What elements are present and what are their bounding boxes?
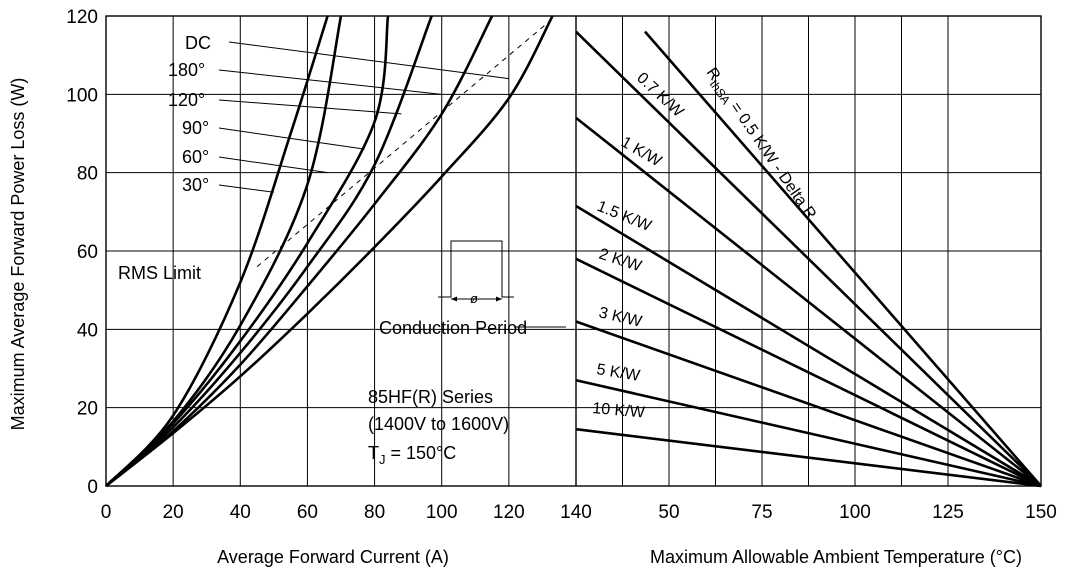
leader-30 [218,184,274,193]
y-tick-label: 60 [77,242,98,263]
left-x-axis-title: Average Forward Current (A) [217,547,449,567]
rth-line-4 [575,257,1042,488]
y-tick-label: 100 [66,85,98,106]
curve-0 [105,15,554,488]
leader-90 [218,127,365,150]
series-label-30: 30° [182,175,209,195]
x-tick-label-right: 100 [839,502,871,523]
rth-line-0-5 [644,30,1042,487]
leader-dc [228,41,509,80]
y-tick-label: 0 [87,477,98,498]
tick-layer: 0 20 40 60 80 100 120 0 20 40 60 80 100 120 140 50 75 100… [66,7,1057,523]
conduction-period-icon: ø [438,240,514,306]
rth-line-3 [575,204,1042,488]
series-label-90: 90° [182,118,209,138]
series-label-dc: DC [185,33,211,53]
grid-layer [105,15,1042,487]
x-tick-label-right: 150 [1025,502,1057,523]
series-layer [105,15,1042,488]
label-1kw: 1 K/W [618,134,665,171]
leader-120 [218,99,402,115]
x-tick-label-left: 40 [230,502,251,523]
junction-temp: TJ = 150°C [368,443,456,467]
series-label-120: 120° [168,90,205,110]
y-tick-label: 20 [77,399,98,420]
leader-60 [218,156,328,174]
x-tick-label-left: 20 [163,502,184,523]
rth-line-6 [575,378,1042,488]
phi-symbol: ø [470,291,478,306]
x-tick-label-left: 140 [560,502,592,523]
x-tick-label-left: 60 [297,502,318,523]
leader-180 [218,69,442,95]
y-tick-label: 120 [66,7,98,28]
series-label-60: 60° [182,147,209,167]
x-tick-label-right: 125 [932,502,964,523]
rthsa-label: RthSA = 0.5 K/W - Delta R [700,65,819,225]
rth-line-1 [575,30,1042,487]
y-tick-label: 80 [77,164,98,185]
curve-2 [105,15,433,487]
x-tick-label-right: 75 [751,502,772,523]
rth-line-7 [575,427,1042,488]
y-axis-title: Maximum Average Forward Power Loss (W) [8,78,28,431]
rth-line-2 [575,116,1042,488]
plot-frame [105,15,1042,487]
series-name: 85HF(R) Series [368,387,493,407]
x-tick-label-right: 50 [658,502,679,523]
label-5kw: 5 K/W [595,361,642,385]
label-10kw: 10 K/W [592,400,647,422]
curve-1 [105,15,494,488]
x-tick-label-left: 120 [493,502,525,523]
x-tick-label-left: 80 [364,502,385,523]
leader-layer [218,41,566,328]
curve-4 [105,15,343,487]
x-tick-label-left: 100 [426,502,458,523]
rms-limit-line [256,15,557,268]
right-x-axis-title: Maximum Allowable Ambient Temperature (°… [650,547,1022,567]
rms-limit-label: RMS Limit [118,263,201,283]
series-label-180: 180° [168,60,205,80]
conduction-period-label: Conduction Period [379,318,527,338]
y-tick-label: 40 [77,320,98,341]
text-layer: Average Forward Current (A) Maximum Allo… [8,33,1022,567]
x-tick-label-left: 0 [101,502,112,523]
label-3kw: 3 K/W [597,304,644,331]
label-1-5kw: 1.5 K/W [595,198,655,235]
curve-5 [105,15,329,487]
voltage-range: (1400V to 1600V) [368,414,509,434]
rth-line-5 [575,320,1042,488]
